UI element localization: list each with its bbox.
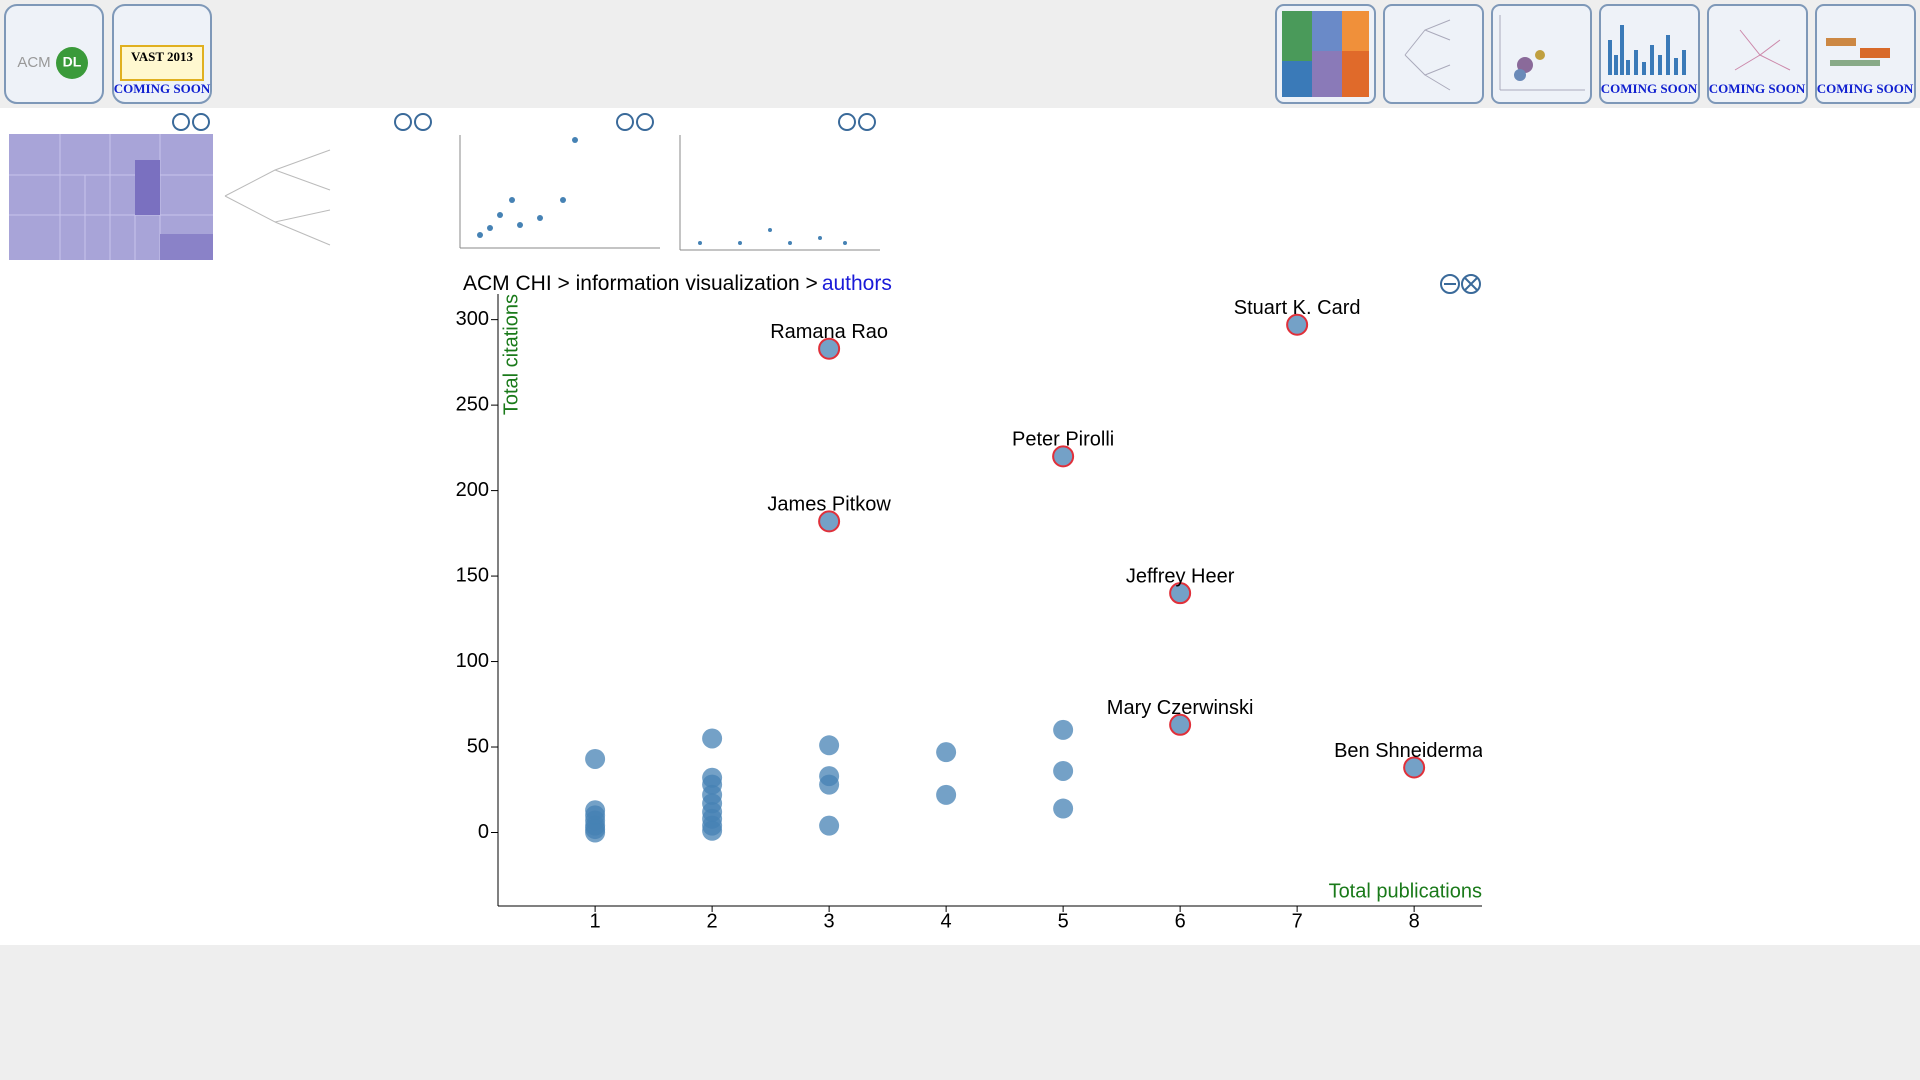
data-point bbox=[585, 822, 606, 843]
bar-button[interactable]: COMING SOON bbox=[1599, 4, 1700, 104]
breadcrumb: ACM CHI > information visualization > aut… bbox=[463, 272, 892, 295]
data-point bbox=[1403, 756, 1426, 779]
point-label: Ramana Rao bbox=[770, 321, 888, 343]
data-point bbox=[819, 735, 840, 756]
workspace bbox=[0, 108, 1920, 945]
caption: COMING SOON bbox=[1709, 81, 1806, 96]
y-tick-label: 100 bbox=[456, 650, 489, 672]
data-point bbox=[819, 774, 840, 795]
panel-controls[interactable] bbox=[1440, 274, 1481, 294]
breadcrumb-path: ACM CHI > information visualization > bbox=[463, 272, 818, 295]
data-point bbox=[936, 742, 957, 763]
x-tick-label: 4 bbox=[941, 910, 952, 932]
caption: COMING SOON bbox=[1601, 81, 1698, 96]
data-point bbox=[1169, 713, 1192, 736]
y-tick-label: 200 bbox=[456, 479, 489, 501]
data-point bbox=[1052, 445, 1075, 468]
tree-button[interactable] bbox=[1383, 4, 1484, 104]
data-point bbox=[1053, 798, 1074, 819]
y-tick-label: 300 bbox=[456, 308, 489, 330]
x-axis-label: Total publications bbox=[1329, 880, 1482, 902]
y-tick-label: 50 bbox=[467, 735, 489, 757]
timeline-thumbnail[interactable] bbox=[679, 113, 880, 251]
scatter-thumbnail[interactable] bbox=[459, 113, 660, 249]
logo-text: ACM bbox=[17, 54, 50, 71]
x-tick-label: 5 bbox=[1058, 910, 1069, 932]
y-tick-label: 150 bbox=[456, 564, 489, 586]
x-tick-label: 8 bbox=[1409, 910, 1420, 932]
point-label: Stuart K. Card bbox=[1234, 297, 1361, 319]
data-point bbox=[818, 510, 841, 533]
data-point bbox=[1169, 582, 1192, 605]
scatter-button[interactable] bbox=[1491, 4, 1592, 104]
y-tick-label: 250 bbox=[456, 393, 489, 415]
wordcloud-button[interactable]: COMING SOON bbox=[1815, 4, 1916, 104]
data-point bbox=[1286, 313, 1309, 336]
data-point bbox=[585, 748, 606, 769]
logo-badge: DL bbox=[63, 54, 82, 70]
x-tick-label: 3 bbox=[824, 910, 835, 932]
treemap-button[interactable] bbox=[1275, 4, 1376, 104]
treemap-thumbnail[interactable] bbox=[9, 113, 213, 260]
data-point bbox=[819, 815, 840, 836]
x-tick-label: 7 bbox=[1292, 910, 1303, 932]
point-label: Peter Pirolli bbox=[1012, 429, 1114, 451]
caption: COMING SOON bbox=[114, 81, 211, 96]
point-label: Ben Shneiderman bbox=[1334, 740, 1494, 762]
data-point bbox=[1053, 719, 1074, 740]
x-tick-label: 6 bbox=[1175, 910, 1186, 932]
vast-button[interactable]: VAST 2013 COMING SOON bbox=[112, 4, 212, 104]
caption: COMING SOON bbox=[1817, 81, 1914, 96]
point-label: Jeffrey Heer bbox=[1126, 565, 1235, 587]
plot-area: Stuart K. Card Ramana Rao Peter Pirolli Jam… bbox=[585, 297, 1494, 843]
acm-dl-button[interactable]: ACM DL bbox=[4, 4, 104, 104]
point-label: Mary Czerwinski bbox=[1107, 697, 1254, 719]
data-point bbox=[702, 820, 723, 841]
y-axis-label: Total citations bbox=[500, 294, 522, 415]
scatter-chart: 1 2 3 4 5 6 7 8 0 50 100 150 200 250 300 Total citation… bbox=[456, 294, 1494, 932]
data-point bbox=[818, 337, 841, 360]
data-point bbox=[936, 784, 957, 805]
x-tick-label: 2 bbox=[707, 910, 718, 932]
point-label: James Pitkow bbox=[767, 494, 891, 516]
data-point bbox=[1053, 760, 1074, 781]
network-button[interactable]: COMING SOON bbox=[1707, 4, 1808, 104]
logo-text: VAST 2013 bbox=[131, 49, 194, 64]
data-point bbox=[702, 728, 723, 749]
breadcrumb-current[interactable]: authors bbox=[822, 272, 892, 295]
y-tick-label: 0 bbox=[478, 821, 489, 843]
tree-thumbnail[interactable] bbox=[224, 113, 432, 246]
x-tick-label: 1 bbox=[590, 910, 601, 932]
